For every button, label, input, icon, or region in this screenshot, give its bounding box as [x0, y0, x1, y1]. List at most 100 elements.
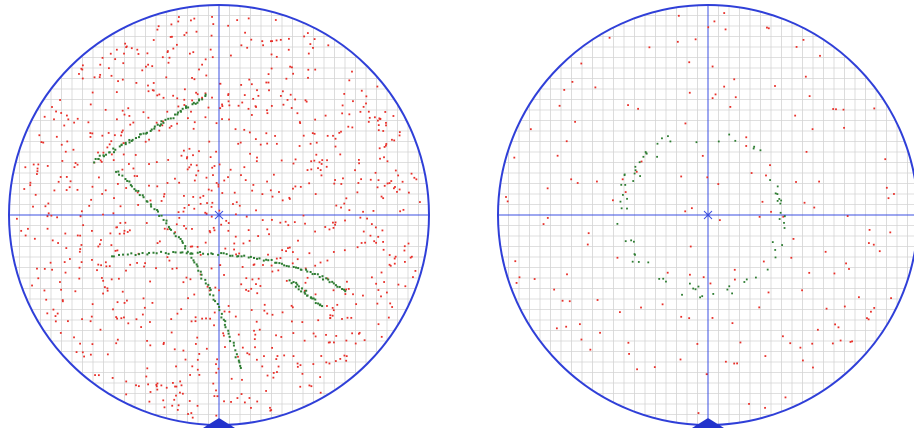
hit [303, 215, 305, 217]
hit [69, 258, 71, 260]
hit [297, 258, 299, 260]
track-hit [130, 252, 132, 254]
hit [230, 169, 232, 171]
hit [157, 29, 159, 31]
track-hit [201, 98, 203, 100]
track-hit [190, 257, 192, 259]
track-hit [131, 140, 133, 142]
track-hit [777, 200, 779, 202]
hit [212, 174, 214, 176]
hit [315, 293, 317, 295]
hit [78, 73, 80, 75]
track-hit [293, 281, 295, 283]
hit [240, 283, 242, 285]
hit [48, 212, 50, 214]
track-hit [135, 137, 137, 139]
track-hit [161, 215, 163, 217]
hit [378, 179, 380, 181]
hit [99, 64, 101, 66]
track-hit [207, 253, 209, 255]
hit [801, 289, 803, 291]
track-hit [97, 158, 99, 160]
hit [404, 285, 406, 287]
track-hit [248, 256, 250, 258]
hit [241, 379, 243, 381]
hit [189, 53, 191, 55]
track-hit [341, 288, 343, 290]
track-hit [237, 255, 239, 257]
hit [152, 302, 154, 304]
track-hit [150, 203, 152, 205]
track-hit [181, 240, 183, 242]
track-hit [289, 279, 291, 281]
hit [300, 186, 302, 188]
track-hit [192, 259, 194, 261]
track-hit [223, 252, 225, 254]
hit [169, 260, 171, 262]
hit [126, 300, 128, 302]
hit [145, 376, 147, 378]
hit [344, 249, 346, 251]
hit [250, 288, 252, 290]
hit [228, 305, 230, 307]
hit [125, 270, 127, 272]
hit [207, 286, 209, 288]
hit [195, 343, 197, 345]
hit [341, 318, 343, 320]
hit [346, 355, 348, 357]
hit [389, 264, 391, 266]
hit [399, 210, 401, 212]
track-hit [753, 148, 755, 150]
hit [64, 233, 66, 235]
hit [91, 259, 93, 261]
hit [115, 226, 117, 228]
track-hit [129, 141, 131, 143]
hit [288, 49, 290, 51]
hit [408, 243, 410, 245]
hit [806, 151, 808, 153]
track-hit [634, 173, 636, 175]
track-hit [250, 256, 252, 258]
hit [211, 97, 213, 99]
track-hit [639, 161, 641, 163]
hit [376, 86, 378, 88]
hit [101, 161, 103, 163]
hit [266, 181, 268, 183]
track-hit [209, 287, 211, 289]
hit [254, 334, 256, 336]
hit [297, 366, 299, 368]
hit [256, 160, 258, 162]
hit [123, 142, 125, 144]
hit [57, 242, 59, 244]
hit [117, 301, 119, 303]
hit [689, 274, 691, 276]
hit [100, 329, 102, 331]
hit [193, 208, 195, 210]
hit [187, 297, 189, 299]
hit [196, 31, 198, 33]
hit [241, 44, 243, 46]
hit [77, 235, 79, 237]
track-hit [180, 252, 182, 254]
hit [145, 141, 147, 143]
track-hit [295, 282, 297, 284]
hit [383, 281, 385, 283]
hit [326, 166, 328, 168]
track-hit [234, 349, 236, 351]
hit [106, 287, 108, 289]
hit [383, 156, 385, 158]
hit [813, 207, 815, 209]
hit [271, 265, 273, 267]
hit [812, 128, 814, 130]
hit [848, 268, 850, 270]
track-hit [327, 279, 329, 281]
hit [404, 245, 406, 247]
hit [219, 164, 221, 166]
hit [680, 316, 682, 318]
hit [171, 125, 173, 127]
hit [159, 241, 161, 243]
hit [519, 276, 521, 278]
track-hit [300, 269, 302, 271]
track-hit [718, 141, 720, 143]
hit [62, 299, 64, 301]
